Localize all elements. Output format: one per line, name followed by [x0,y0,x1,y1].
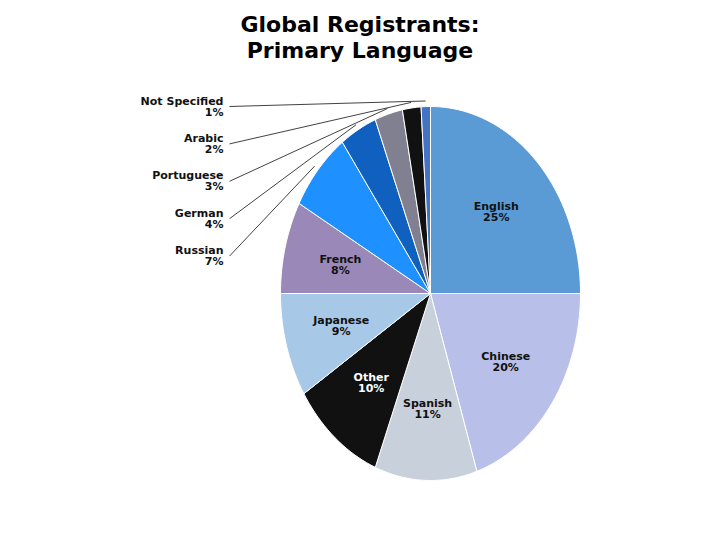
html-text:Global Registrants: Primary La: Global Registrants: Primary Language [240,12,480,64]
svg-text:Portuguese3%: Portuguese3% [152,169,223,193]
svg-text:Spanish11%: Spanish11% [403,397,452,421]
svg-text:Chinese20%: Chinese20% [481,349,530,373]
svg-text:Japanese9%: Japanese9% [312,314,369,338]
svg-text:Arabic2%: Arabic2% [184,132,224,156]
svg-text:French8%: French8% [319,252,361,276]
svg-text:Russian7%: Russian7% [175,244,223,268]
svg-text:German4%: German4% [175,207,224,231]
svg-text:Not Specified1%: Not Specified1% [141,94,224,118]
svg-text:Other10%: Other10% [354,371,390,395]
svg-text:English25%: English25% [474,199,519,223]
